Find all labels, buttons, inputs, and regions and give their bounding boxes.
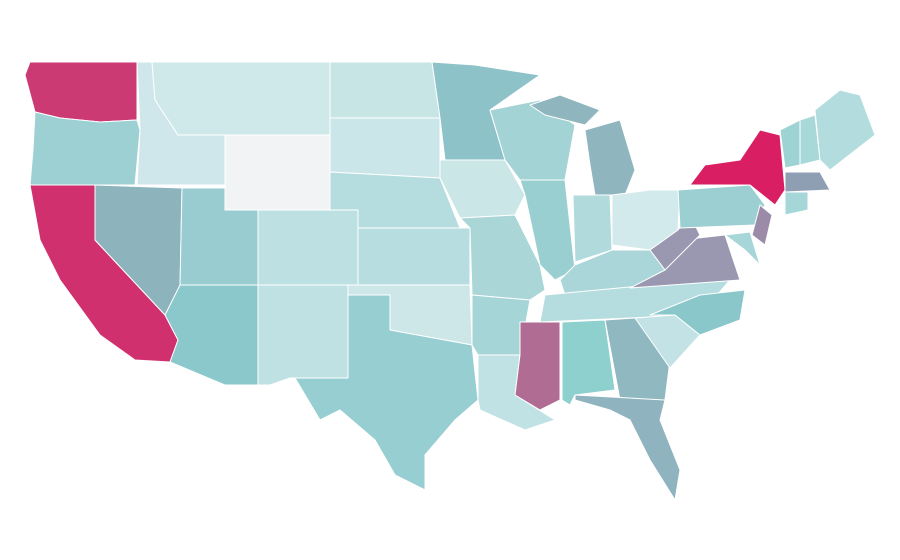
region [629, 234, 741, 289]
region [529, 94, 601, 126]
region [257, 284, 349, 386]
region [584, 119, 636, 196]
region [677, 184, 766, 229]
region [257, 209, 359, 286]
region [24, 61, 138, 123]
region [814, 89, 876, 171]
region [329, 117, 441, 179]
region [604, 317, 671, 401]
region [164, 284, 259, 386]
region [459, 214, 546, 301]
region [29, 111, 141, 186]
region [779, 119, 801, 169]
region [784, 191, 809, 216]
region [784, 171, 831, 193]
region [649, 289, 746, 336]
region [574, 394, 681, 501]
region [724, 231, 761, 266]
region [357, 227, 471, 286]
region [294, 294, 479, 491]
region [224, 134, 331, 211]
region [329, 61, 441, 119]
region [689, 129, 786, 206]
region [151, 61, 331, 136]
region [514, 321, 561, 411]
region [751, 204, 773, 246]
region [519, 179, 576, 281]
